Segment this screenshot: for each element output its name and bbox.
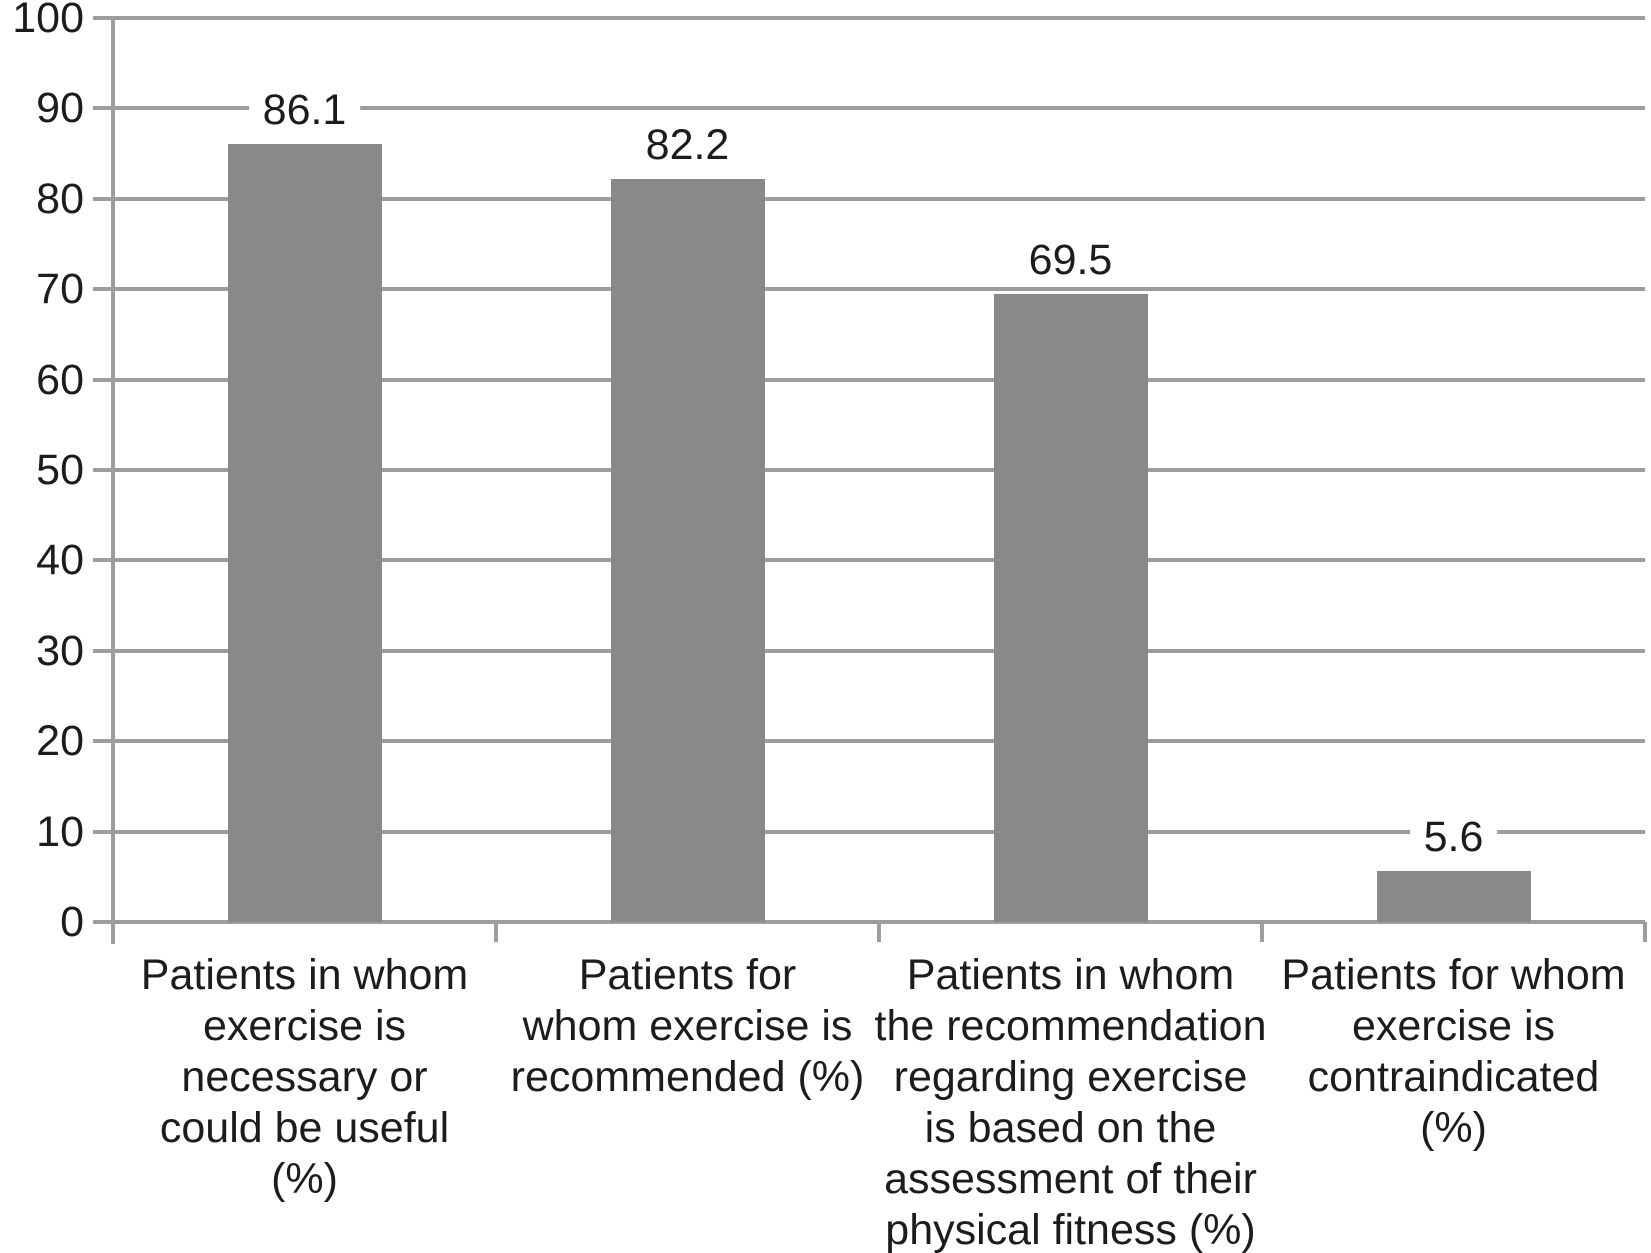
- y-axis-tick-label: 100: [12, 0, 84, 42]
- gridline: [113, 106, 1645, 111]
- x-axis-tick: [494, 922, 498, 942]
- x-category-label-line: is based on the: [924, 1104, 1217, 1152]
- x-category-label-line: whom exercise is: [522, 1002, 853, 1050]
- x-category-label-line: exercise is: [202, 1002, 407, 1050]
- bar-value-label: 86.1: [248, 86, 361, 133]
- y-axis-tick-label: 0: [60, 898, 84, 946]
- y-axis-tick: [93, 377, 119, 382]
- y-axis-tick: [93, 558, 119, 563]
- x-category-label-line: Patients in whom: [140, 951, 469, 999]
- y-axis-tick-label: 50: [36, 446, 84, 494]
- x-axis-tick: [111, 922, 115, 942]
- y-axis-line: [111, 16, 115, 944]
- y-axis-tick: [93, 920, 119, 924]
- bar: [227, 143, 382, 922]
- bar: [610, 178, 765, 922]
- y-axis-tick: [93, 739, 119, 744]
- y-axis-tick-label: 30: [36, 626, 84, 675]
- x-category-label: Patients for whom exercise is contraindica…: [1281, 950, 1625, 1154]
- x-category-label: Patients in whom exercise is necessary or c…: [141, 950, 468, 1205]
- bar-value-label: 69.5: [1014, 236, 1127, 283]
- gridline: [113, 468, 1645, 472]
- gridline: [113, 196, 1645, 201]
- y-axis-tick-label: 60: [36, 355, 84, 404]
- x-category-label-line: necessary or: [181, 1053, 428, 1101]
- x-category-label-line: assessment of their: [884, 1155, 1257, 1203]
- bar: [993, 293, 1148, 922]
- gridline: [113, 377, 1645, 382]
- x-category-label-line: Patients for whom: [1281, 951, 1626, 999]
- x-category-label-line: (%): [1420, 1104, 1487, 1152]
- x-category-label-line: could be useful: [159, 1104, 450, 1152]
- y-axis-tick: [93, 287, 119, 292]
- bar-value-label: 82.2: [631, 121, 744, 168]
- x-axis-tick: [1260, 922, 1264, 942]
- x-category-label-line: Patients in whom: [906, 951, 1235, 999]
- x-category-label-line: (%): [271, 1155, 338, 1203]
- y-axis-tick-label: 20: [36, 717, 84, 766]
- y-axis-tick: [93, 648, 119, 653]
- gridline: [113, 287, 1645, 292]
- gridline: [113, 558, 1645, 563]
- y-axis-tick: [93, 16, 119, 20]
- gridline: [113, 739, 1645, 744]
- x-category-label-line: exercise is: [1351, 1002, 1556, 1050]
- x-axis-tick: [1643, 922, 1647, 942]
- x-category-label-line: the recommendation: [874, 1002, 1267, 1050]
- y-axis-tick: [93, 106, 119, 111]
- x-category-label: Patients in whom the recommendation regard…: [875, 950, 1267, 1253]
- x-category-label: Patients for whom exercise is recommended …: [511, 950, 865, 1103]
- x-category-label-line: regarding exercise: [893, 1053, 1248, 1101]
- y-axis-tick-label: 70: [36, 265, 84, 314]
- x-category-label-line: physical fitness (%): [885, 1206, 1256, 1253]
- x-axis-tick: [877, 922, 881, 942]
- bar-value-label: 5.6: [1409, 814, 1498, 861]
- x-category-label-line: Patients for: [578, 951, 797, 999]
- x-category-label-line: contraindicated: [1307, 1053, 1600, 1101]
- y-axis-tick: [93, 196, 119, 201]
- y-axis-tick-label: 90: [36, 84, 84, 133]
- y-axis-tick-label: 80: [36, 174, 84, 223]
- y-axis-tick: [93, 468, 119, 472]
- bar: [1376, 871, 1531, 922]
- gridline: [113, 829, 1645, 834]
- y-axis-tick: [93, 829, 119, 834]
- gridline: [113, 648, 1645, 653]
- y-axis-tick-label: 10: [36, 807, 84, 856]
- gridline: [113, 16, 1645, 20]
- y-axis-tick-label: 40: [36, 536, 84, 585]
- x-category-label-line: recommended (%): [510, 1053, 865, 1101]
